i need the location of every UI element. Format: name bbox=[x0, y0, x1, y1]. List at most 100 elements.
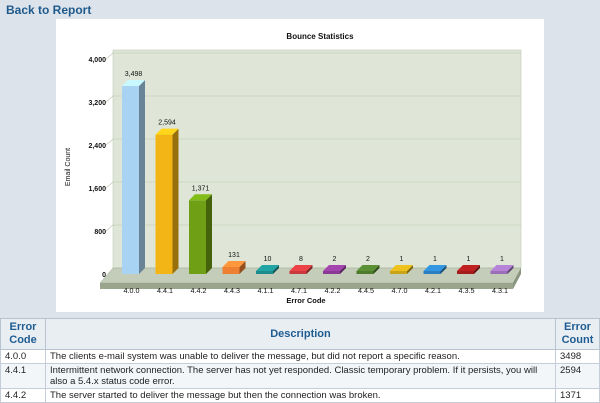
bar-4-4-1: 2,594 bbox=[155, 120, 179, 274]
x-tick-label: 4.3.1 bbox=[492, 286, 508, 295]
bar-front bbox=[122, 85, 139, 274]
bar-value-label: 1 bbox=[400, 256, 404, 263]
y-tick-label: 1,600 bbox=[88, 186, 106, 193]
bar-4-0-0: 3,498 bbox=[122, 71, 145, 274]
bar-front bbox=[256, 271, 273, 274]
x-tick-label: 4.4.3 bbox=[224, 286, 240, 295]
plot-floor-side bbox=[513, 268, 521, 289]
bar-front bbox=[423, 271, 441, 274]
bar-front bbox=[323, 271, 340, 274]
bar-side bbox=[474, 265, 480, 274]
grid-lines bbox=[104, 52, 521, 233]
bounce-statistics-chart: Bounce Statistics 0 800 1,600 2,400 3,200 4,0… bbox=[56, 19, 544, 312]
bar-4-3-1: 1 bbox=[490, 256, 514, 274]
bar-value-label: 1 bbox=[433, 256, 437, 263]
cell-error-count: 2594 bbox=[555, 363, 600, 389]
bar-side bbox=[407, 265, 413, 274]
bar-front bbox=[155, 134, 173, 274]
cell-error-code: 4.4.1 bbox=[0, 363, 46, 389]
table-row: 4.4.1 Intermittent network connection. T… bbox=[0, 363, 600, 389]
cell-description: Intermittent network connection. The ser… bbox=[45, 363, 556, 389]
x-tick-label: 4.2.2 bbox=[325, 286, 341, 295]
plot-wall bbox=[112, 49, 522, 269]
bar-top bbox=[189, 194, 212, 201]
cell-error-code: 4.0.0 bbox=[0, 349, 46, 364]
y-tick-label: 800 bbox=[94, 229, 106, 236]
bar-top bbox=[155, 128, 179, 135]
bar-front bbox=[356, 271, 374, 274]
bar-front bbox=[390, 271, 407, 274]
bar-side bbox=[139, 79, 145, 274]
bar-4-2-1: 1 bbox=[423, 256, 447, 274]
table-header-row: Error Code Description Error Count bbox=[0, 318, 600, 350]
x-tick-labels: 4.0.0 4.4.1 4.4.2 4.4.3 4.1.1 4.7.1 4.2.2 4.4.5… bbox=[124, 286, 509, 295]
bar-4-7-0: 1 bbox=[390, 256, 413, 274]
bar-side bbox=[206, 194, 212, 274]
x-tick-label: 4.1.1 bbox=[258, 286, 274, 295]
bar-value-label: 10 bbox=[264, 256, 272, 263]
y-tick-label: 3,200 bbox=[88, 100, 106, 107]
bar-4-4-2: 1,371 bbox=[189, 185, 212, 274]
chart-svg: Bounce Statistics 0 800 1,600 2,400 3,200 4,0… bbox=[65, 32, 522, 305]
table-row: 4.4.2 The server started to deliver the … bbox=[0, 388, 600, 403]
bar-value-label: 1,371 bbox=[192, 185, 210, 192]
x-tick-label: 4.7.0 bbox=[392, 286, 408, 295]
x-tick-label: 4.7.1 bbox=[291, 286, 307, 295]
bar-side bbox=[306, 265, 313, 274]
y-axis-label: Email Count bbox=[65, 148, 72, 186]
bar-top bbox=[390, 265, 413, 271]
cell-description: The clients e-mail system was unable to … bbox=[45, 349, 556, 364]
header-error-code[interactable]: Error Code bbox=[0, 318, 46, 350]
bar-side bbox=[340, 265, 346, 274]
error-code-table: Error Code Description Error Count 4.0.0… bbox=[0, 318, 600, 403]
y-tick-label: 4,000 bbox=[88, 57, 106, 64]
header-error-count[interactable]: Error Count bbox=[555, 318, 600, 350]
bar-top bbox=[490, 265, 514, 271]
gridline-side bbox=[104, 138, 114, 147]
bar-side bbox=[507, 265, 514, 274]
cell-error-code: 4.4.2 bbox=[0, 388, 46, 403]
bar-4-7-1: 8 bbox=[289, 256, 313, 274]
bar-value-label: 2 bbox=[366, 256, 370, 263]
bar-side bbox=[440, 265, 447, 274]
bar-top bbox=[323, 265, 346, 271]
bar-4-1-1: 10 bbox=[256, 256, 279, 274]
bar-value-label: 131 bbox=[228, 252, 240, 259]
bar-value-label: 8 bbox=[299, 256, 303, 263]
bar-side bbox=[273, 265, 279, 274]
bar-front bbox=[289, 271, 307, 274]
x-tick-label: 4.0.0 bbox=[124, 286, 140, 295]
bar-top bbox=[356, 265, 380, 271]
bar-4-4-3: 131 bbox=[222, 252, 246, 274]
table-row: 4.0.0 The clients e-mail system was unab… bbox=[0, 349, 600, 364]
header-description[interactable]: Description bbox=[45, 318, 556, 350]
bar-side bbox=[373, 265, 380, 274]
y-tick-labels: 0 800 1,600 2,400 3,200 4,000 bbox=[88, 57, 106, 279]
bar-value-label: 1 bbox=[467, 256, 471, 263]
bar-4-2-2: 2 bbox=[323, 256, 346, 274]
bar-4-3-5: 1 bbox=[457, 256, 480, 274]
chart-title: Bounce Statistics bbox=[286, 32, 354, 41]
x-tick-label: 4.2.1 bbox=[425, 286, 441, 295]
bar-top bbox=[222, 260, 246, 267]
cell-error-count: 1371 bbox=[555, 388, 600, 403]
x-tick-label: 4.3.5 bbox=[459, 286, 475, 295]
bar-top bbox=[457, 265, 480, 271]
bar-value-label: 2,594 bbox=[158, 120, 176, 127]
bar-top bbox=[289, 265, 313, 271]
x-axis-label: Error Code bbox=[286, 296, 325, 305]
gridline-side bbox=[104, 181, 114, 190]
back-to-report-link[interactable]: Back to Report bbox=[6, 3, 92, 17]
bar-top bbox=[423, 265, 447, 271]
bar-4-4-5: 2 bbox=[356, 256, 380, 274]
cell-description: The server started to deliver the messag… bbox=[45, 388, 556, 403]
gridline-side bbox=[104, 224, 114, 233]
bar-side bbox=[172, 128, 179, 274]
bar-side bbox=[239, 260, 246, 274]
bar-front bbox=[490, 271, 508, 274]
x-tick-label: 4.4.1 bbox=[157, 286, 173, 295]
bar-value-label: 3,498 bbox=[125, 71, 143, 78]
bar-value-label: 2 bbox=[333, 256, 337, 263]
gridline-side bbox=[104, 95, 114, 104]
plot-floor-front bbox=[100, 283, 513, 289]
